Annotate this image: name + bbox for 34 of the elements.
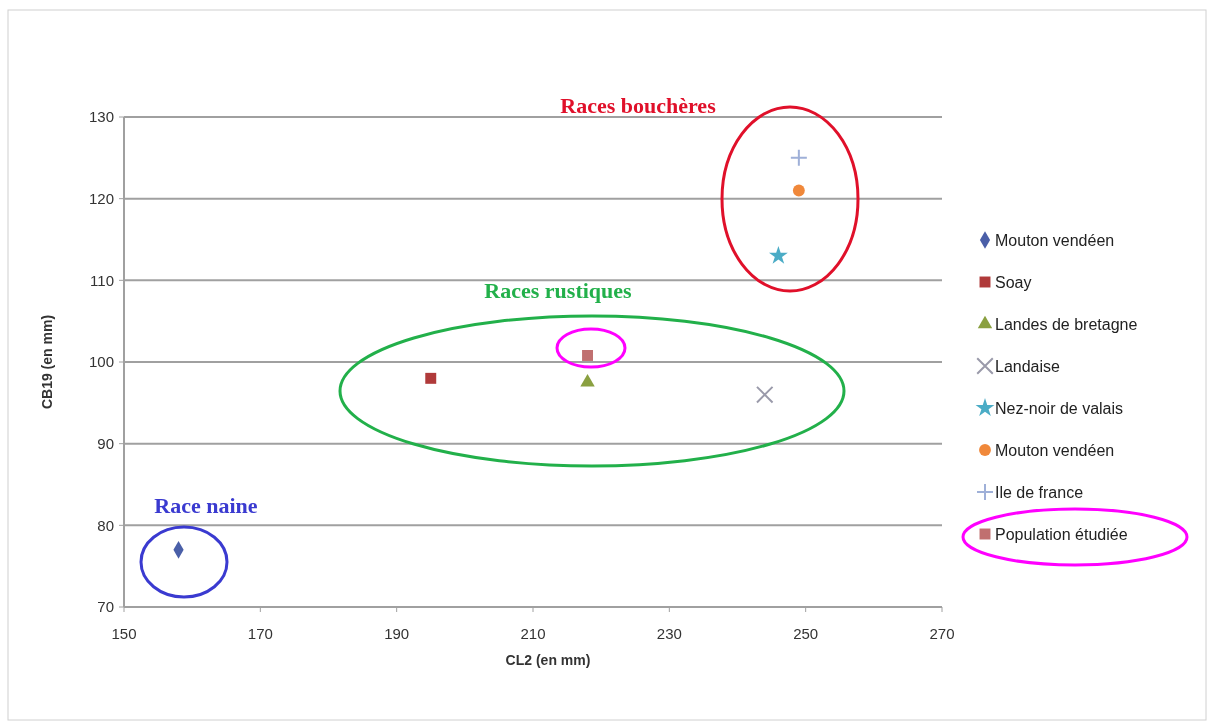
x-tick-label: 210 [520,625,546,642]
legend-label: Landes de bretagne [995,315,1138,333]
legend-label: Nez-noir de valais [995,399,1124,417]
x-tick-label: 190 [384,625,410,642]
x-axis-title: CL2 (en mm) [505,652,591,668]
legend-label: Ile de france [995,483,1084,501]
y-tick-label: 80 [97,516,114,534]
legend-label: Mouton vendéen [995,231,1115,249]
legend-label: Mouton vendéen [995,441,1115,459]
annotation: Races bouchères [560,92,717,118]
x-tick-label: 270 [929,625,955,642]
point [580,374,595,387]
y-tick-label: 110 [90,271,114,289]
x-tick-label: 250 [793,625,819,642]
point [789,148,808,167]
legend-label: Landaise [995,357,1061,375]
point [792,184,805,197]
y-tick-label: 130 [88,108,114,126]
point [425,372,437,384]
point [768,245,788,264]
y-tick-label: 120 [88,189,114,207]
y-tick-label: 90 [97,434,114,452]
y-axis-title: CB19 (en mm) [39,314,55,410]
annotation: Race naine [154,492,258,518]
point [582,349,594,361]
x-tick-label: 170 [247,625,273,642]
annotation: Races rustiques [484,277,633,303]
legend-label: Soay [995,273,1032,291]
x-tick-label: 150 [111,625,137,642]
x-tick-label: 230 [656,625,682,642]
legend-label: Population étudiée [995,525,1128,543]
point [755,385,774,404]
y-tick-label: 70 [97,598,114,616]
y-tick-label: 100 [88,353,114,371]
